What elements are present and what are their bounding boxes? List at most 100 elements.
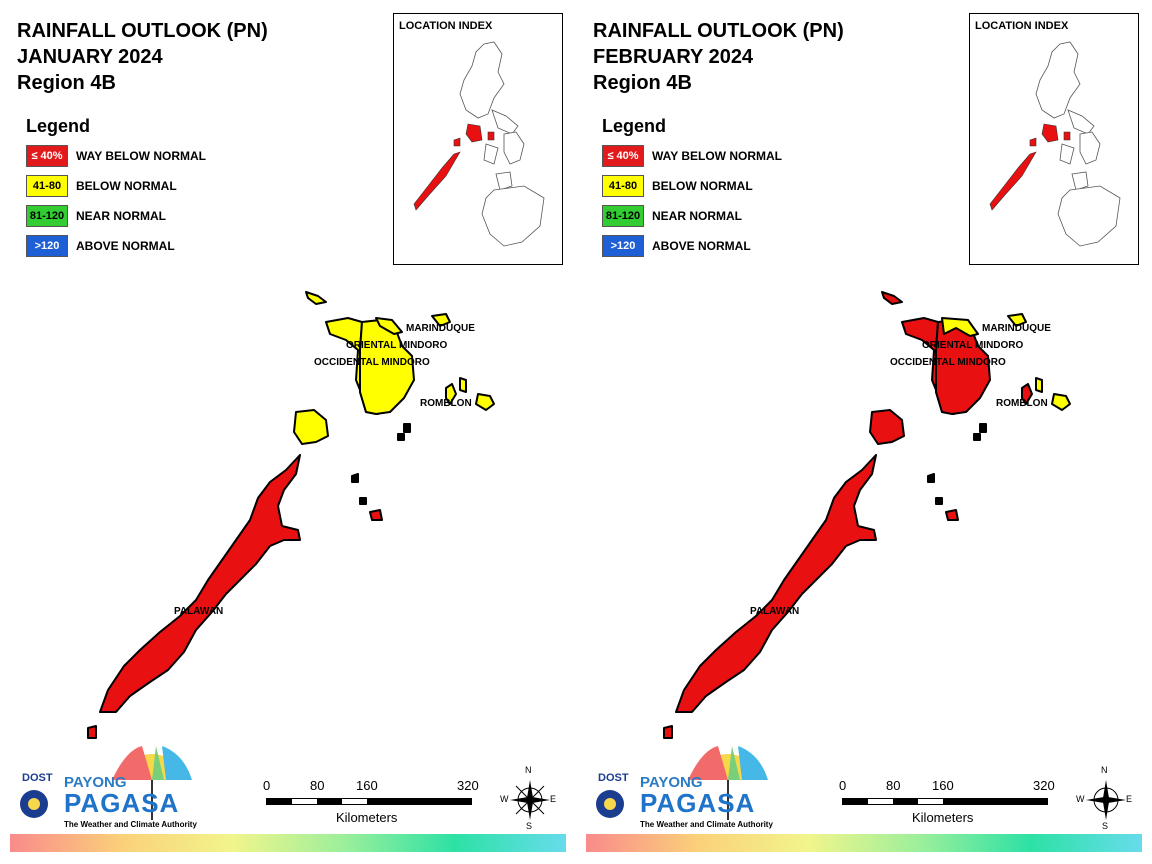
outlook-panel-february: RAINFALL OUTLOOK (PN) FEBRUARY 2024 Regi… [576, 0, 1152, 864]
logo-tagline: The Weather and Climate Authority [64, 820, 197, 829]
scale-tick: 320 [1033, 778, 1055, 793]
romblon-shape [475, 393, 495, 411]
legend-item: ≤ 40% WAY BELOW NORMAL [602, 145, 782, 175]
scale-tick: 320 [457, 778, 479, 793]
compass-rose-icon: N S W E [1076, 765, 1136, 832]
palawan-islet [979, 423, 987, 433]
palawan-islet [351, 473, 359, 483]
palawan-shape [99, 454, 301, 713]
compass-e: E [550, 794, 557, 804]
umbrella-icon [20, 746, 192, 820]
scale-tick: 80 [310, 778, 325, 793]
legend-swatch: >120 [602, 235, 644, 257]
label-palawan: PALAWAN [174, 606, 224, 617]
compass-s: S [1102, 821, 1109, 831]
logo-pagasa: PAGASA [640, 788, 756, 818]
logo-payong: PAYONG [640, 774, 703, 791]
legend-heading: Legend [26, 116, 91, 136]
palawan-south-islet [87, 725, 97, 739]
title-month: JANUARY 2024 [17, 46, 163, 68]
legend-swatch: 81-120 [602, 205, 644, 227]
scale-tick: 0 [839, 778, 847, 793]
compass-rose-icon: N S W E [500, 765, 560, 832]
legend-label: ABOVE NORMAL [652, 239, 751, 253]
legend-swatch: 41-80 [602, 175, 644, 197]
logo-payong: PAYONG [64, 774, 127, 791]
palawan-south-islet [663, 725, 673, 739]
logo-tagline: The Weather and Climate Authority [640, 820, 773, 829]
philippines-index-map [989, 41, 1121, 247]
romblon-islet-2 [1035, 377, 1043, 393]
compass-graphic [510, 780, 550, 820]
palawan-islet [397, 433, 405, 441]
calamian-shape [293, 409, 329, 445]
title-line-1: RAINFALL OUTLOOK (PN) [17, 20, 268, 42]
label-romblon: ROMBLON [420, 398, 472, 409]
label-oriental-mindoro: ORIENTAL MINDORO [922, 340, 1024, 351]
scale-bar-graphic [842, 798, 1048, 805]
legend-item: >120 ABOVE NORMAL [26, 235, 175, 265]
marinduque-shape [431, 313, 451, 327]
scale-tick: 160 [356, 778, 378, 793]
legend-label: BELOW NORMAL [76, 179, 177, 193]
color-strip [10, 834, 566, 852]
scale-tick: 0 [263, 778, 271, 793]
palawan-islet [403, 423, 411, 433]
location-index-title: LOCATION INDEX [975, 20, 1069, 32]
legend-label: ABOVE NORMAL [76, 239, 175, 253]
legend: Legend ≤ 40% WAY BELOW NORMAL 41-80 BELO… [602, 116, 782, 265]
scale-bar-graphic [266, 798, 472, 805]
payong-pagasa-logo: DOST PAYONG PAGASA The Weather and Clima… [592, 740, 782, 832]
outlook-panel-january: RAINFALL OUTLOOK (PN) JANUARY 2024 Regio… [10, 13, 566, 852]
scale-bar: 0 80 160 320 Kilometers [836, 778, 1066, 828]
color-strip [586, 834, 1142, 852]
legend-swatch: 41-80 [26, 175, 68, 197]
label-oriental-mindoro: ORIENTAL MINDORO [346, 340, 448, 351]
palawan-islet [973, 433, 981, 441]
region-4b-map [663, 291, 1071, 739]
compass-w: W [1076, 794, 1085, 804]
romblon-islet-2 [459, 377, 467, 393]
legend-swatch: 81-120 [26, 205, 68, 227]
lubang-island [881, 291, 903, 305]
palawan-islet [927, 473, 935, 483]
legend-heading: Legend [602, 116, 667, 136]
title-region: Region 4B [17, 72, 116, 94]
title-line-1: RAINFALL OUTLOOK (PN) [593, 20, 844, 42]
legend-item: ≤ 40% WAY BELOW NORMAL [26, 145, 206, 175]
scale-unit: Kilometers [336, 810, 398, 825]
legend-swatch: >120 [26, 235, 68, 257]
palawan-shape [675, 454, 877, 713]
payong-pagasa-logo: DOST PAYONG PAGASA The Weather and Clima… [16, 740, 206, 832]
scale-bar: 0 80 160 320 Kilometers [260, 778, 490, 828]
location-index: LOCATION INDEX [393, 13, 563, 265]
legend-item: 81-120 NEAR NORMAL [26, 205, 166, 235]
legend-item: 41-80 BELOW NORMAL [26, 175, 177, 205]
compass-s: S [526, 821, 533, 831]
map-title: RAINFALL OUTLOOK (PN) FEBRUARY 2024 Regi… [593, 18, 844, 96]
compass-w: W [500, 794, 509, 804]
legend-swatch: ≤ 40% [602, 145, 644, 167]
title-region: Region 4B [593, 72, 692, 94]
calamian-shape [869, 409, 905, 445]
location-index: LOCATION INDEX [969, 13, 1139, 265]
label-romblon: ROMBLON [996, 398, 1048, 409]
scale-tick: 160 [932, 778, 954, 793]
palawan-islet [369, 509, 383, 521]
mindoro-northeast [375, 317, 403, 335]
compass-graphic [1086, 780, 1126, 820]
compass-e: E [1126, 794, 1133, 804]
mindoro-northeast [941, 317, 979, 337]
label-occidental-mindoro: OCCIDENTAL MINDORO [314, 357, 430, 368]
label-occidental-mindoro: OCCIDENTAL MINDORO [890, 357, 1006, 368]
location-index-title: LOCATION INDEX [399, 20, 493, 32]
legend-swatch: ≤ 40% [26, 145, 68, 167]
compass-n: N [525, 765, 532, 775]
legend-label: BELOW NORMAL [652, 179, 753, 193]
legend: Legend ≤ 40% WAY BELOW NORMAL 41-80 BELO… [26, 116, 206, 265]
romblon-islet [1021, 383, 1033, 405]
umbrella-icon [596, 746, 768, 820]
romblon-islet [445, 383, 457, 405]
logo-dost: DOST [22, 772, 53, 784]
map-title: RAINFALL OUTLOOK (PN) JANUARY 2024 Regio… [17, 18, 268, 96]
